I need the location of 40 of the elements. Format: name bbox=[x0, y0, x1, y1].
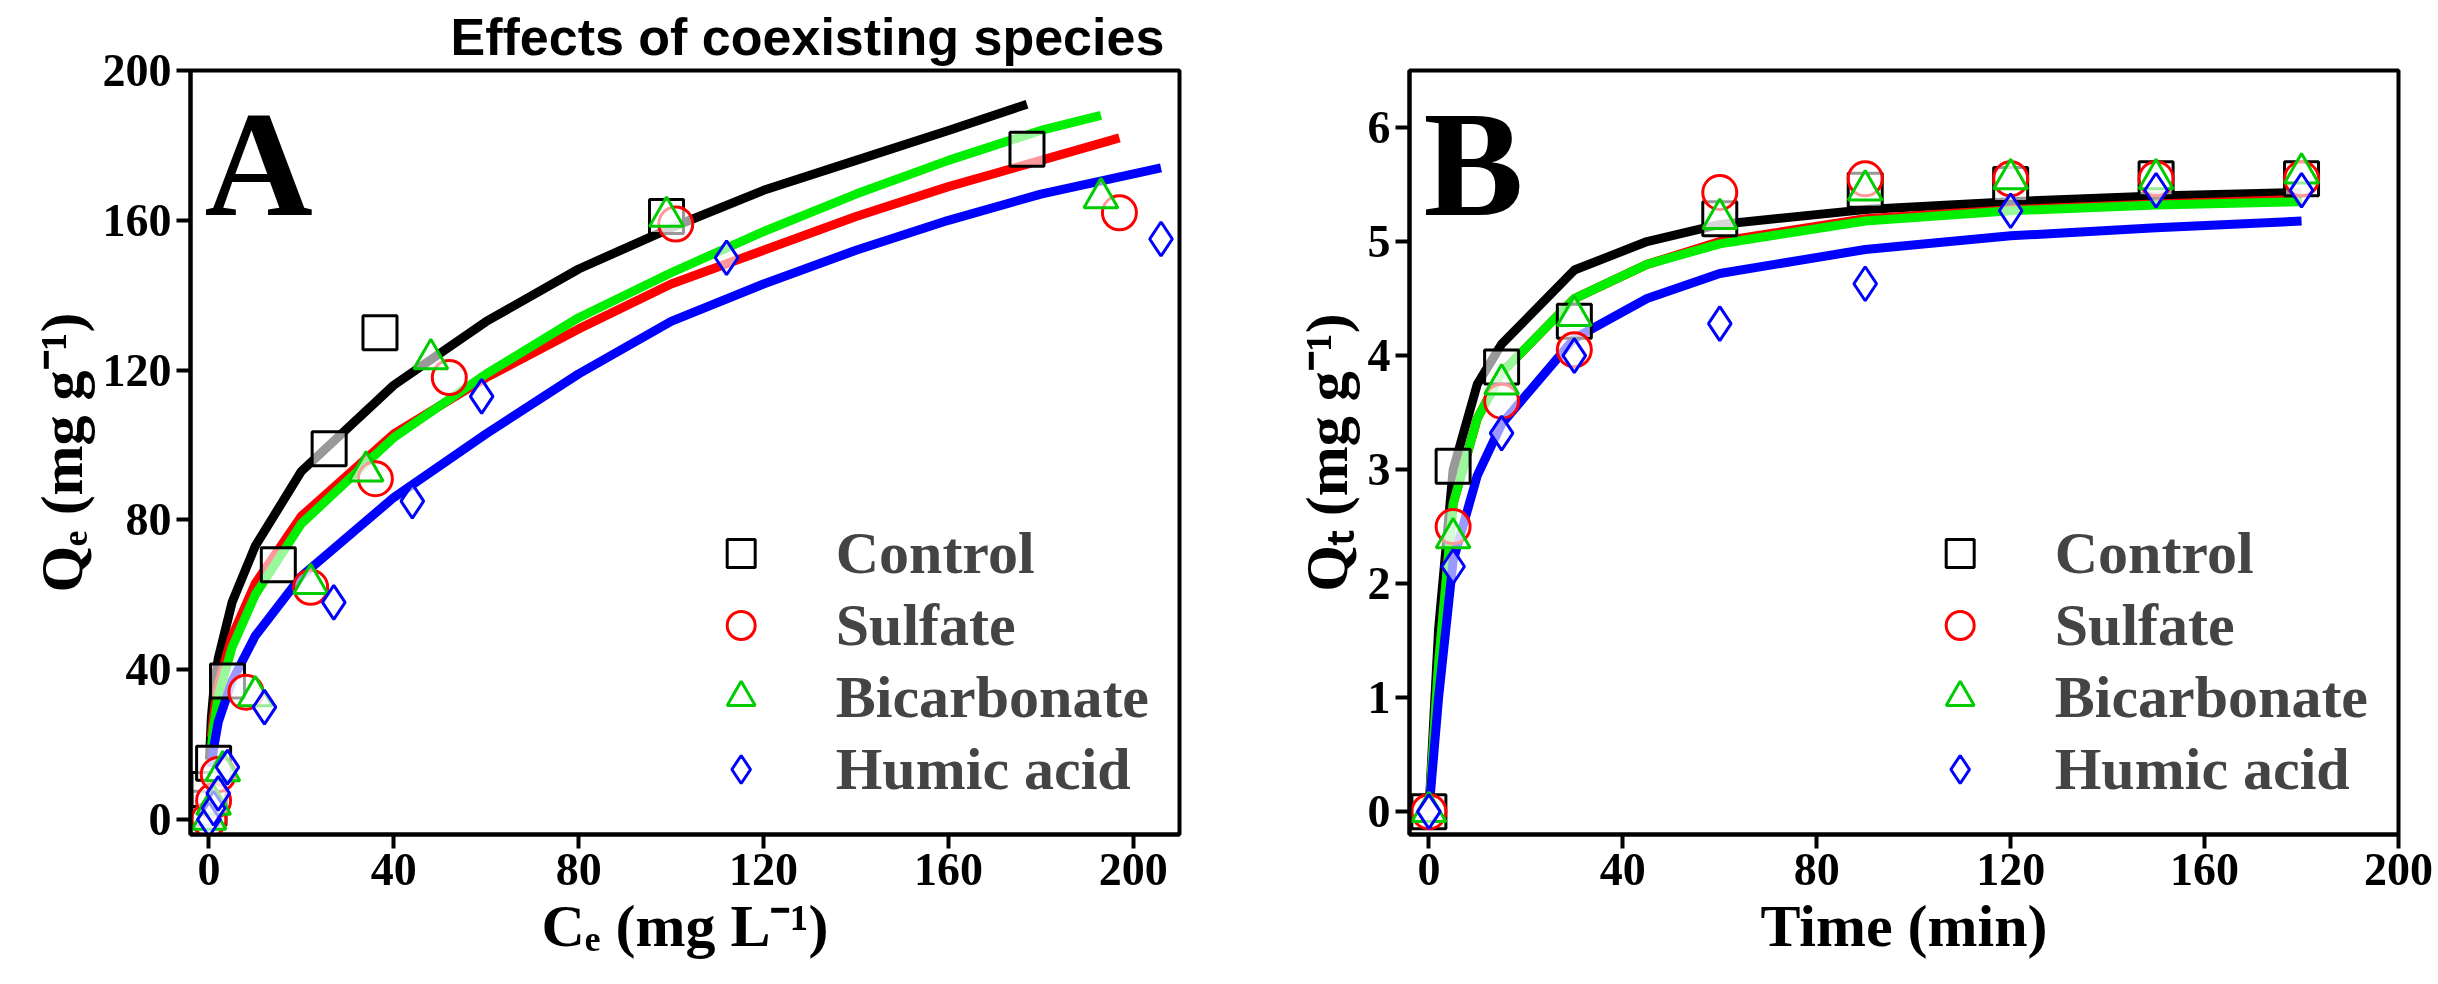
x-tick-label: 40 bbox=[370, 843, 417, 895]
y-tick-label: 1 bbox=[1367, 672, 1391, 724]
x-tick-label: 200 bbox=[1098, 843, 1168, 895]
y-tick-label: 200 bbox=[102, 45, 172, 96]
legend-label: Control bbox=[835, 518, 1035, 588]
y-axis-title: Qₜ (mg g⁻¹) bbox=[1293, 313, 1360, 592]
y-tick-label: 2 bbox=[1367, 558, 1391, 610]
x-tick-label: 0 bbox=[1417, 843, 1441, 895]
y-tick-label: 5 bbox=[1367, 216, 1391, 268]
legend-label: Sulfate bbox=[2054, 590, 2235, 660]
x-tick-label: 0 bbox=[197, 843, 221, 895]
x-tick-label: 200 bbox=[2364, 843, 2433, 895]
y-tick-label: 40 bbox=[125, 644, 172, 696]
x-tick-label: 160 bbox=[2170, 843, 2240, 895]
x-axis-title: Time (min) bbox=[1760, 892, 2048, 959]
y-tick-label: 3 bbox=[1367, 444, 1391, 496]
y-tick-label: 120 bbox=[102, 344, 172, 396]
x-tick-label: 160 bbox=[913, 843, 983, 895]
annotation: A bbox=[204, 80, 313, 247]
annotation: B bbox=[1423, 80, 1524, 247]
y-tick-label: 80 bbox=[125, 494, 172, 546]
y-tick-label: 0 bbox=[148, 794, 172, 846]
x-tick-label: 40 bbox=[1599, 843, 1646, 895]
legend-label: Bicarbonate bbox=[2054, 662, 2368, 732]
legend-label: Bicarbonate bbox=[835, 662, 1149, 732]
x-tick-label: 80 bbox=[1793, 843, 1840, 895]
legend-label: Humic acid bbox=[835, 734, 1131, 804]
chart-title: Effects of coexisting species bbox=[450, 7, 1165, 66]
x-tick-label: 120 bbox=[1976, 843, 2046, 895]
x-tick-label: 120 bbox=[729, 843, 799, 895]
legend-label: Sulfate bbox=[835, 590, 1016, 660]
y-tick-label: 0 bbox=[1367, 786, 1391, 838]
legend-label: Humic acid bbox=[2054, 734, 2350, 804]
x-tick-label: 80 bbox=[555, 843, 602, 895]
y-tick-label: 4 bbox=[1367, 330, 1391, 382]
y-tick-label: 6 bbox=[1367, 102, 1391, 154]
x-axis-title: Cₑ (mg L⁻¹) bbox=[541, 892, 829, 959]
y-axis-title: Qₑ (mg g⁻¹) bbox=[28, 312, 95, 593]
legend-label: Control bbox=[2054, 518, 2254, 588]
y-tick-label: 160 bbox=[102, 194, 172, 246]
